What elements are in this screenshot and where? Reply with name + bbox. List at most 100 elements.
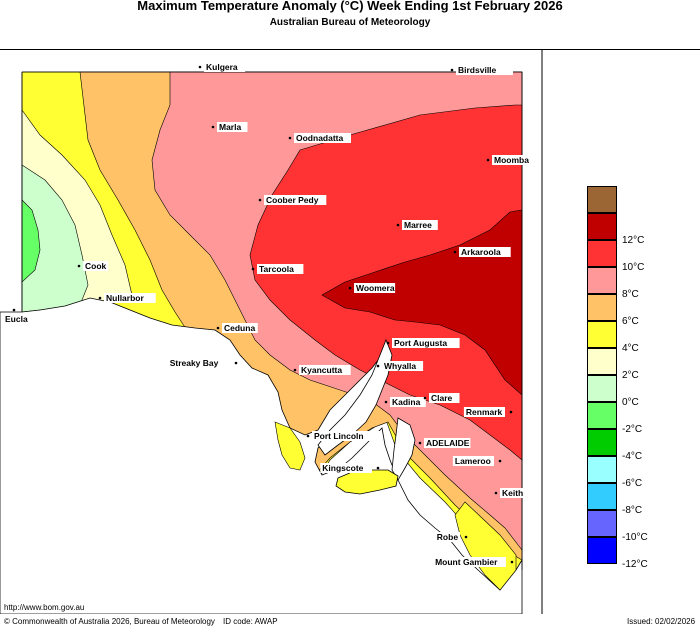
place-label: Tarcoola [259, 264, 294, 274]
legend-swatch [587, 213, 617, 240]
legend-swatch [587, 375, 617, 402]
place-marker [258, 198, 262, 202]
map-subtitle: Australian Bureau of Meteorology [269, 17, 431, 28]
place-label: Oodnadatta [296, 133, 343, 143]
place-label-bg [312, 431, 380, 441]
legend-label: -4°C [622, 451, 643, 462]
place-label-bg [452, 456, 494, 466]
place-layer: Kulgera Birdsville Marla Oodnadatta Moomba Co… [3, 62, 531, 567]
map-title: Maximum Temperature Anomaly (°C) Week En… [137, 0, 563, 13]
place-marker [293, 368, 297, 372]
legend-swatch [587, 294, 617, 321]
south-east-coast [454, 501, 517, 591]
place-label-bg [429, 393, 460, 403]
place-label-bg [463, 407, 505, 417]
place-label-bg [222, 323, 258, 333]
place-marker [234, 361, 238, 365]
place-label-bg [390, 397, 426, 407]
place-label-bg [204, 62, 246, 72]
place-marker [498, 459, 502, 463]
place-marker [450, 68, 454, 72]
place-marker [251, 267, 255, 271]
place-label-bg [402, 220, 438, 230]
anomaly-map: Kulgera Birdsville Marla Oodnadatta Moomba Co… [0, 50, 700, 614]
legend-swatch [587, 510, 617, 537]
place-marker [12, 308, 16, 312]
place-label: Keith [502, 488, 523, 498]
place-label: Woomera [356, 283, 395, 293]
place-label-bg [500, 488, 531, 498]
place-label: Port Lincoln [314, 431, 364, 441]
legend-swatch [587, 186, 617, 213]
place-label-bg [433, 557, 506, 567]
place-marker [216, 326, 220, 330]
place-label: Marla [219, 122, 241, 132]
legend-swatch [587, 402, 617, 429]
legend-swatch [587, 537, 617, 564]
place-label: Eucla [5, 314, 28, 324]
place-label-bg [3, 314, 34, 324]
place-label-bg [492, 155, 528, 165]
place-label: Coober Pedy [266, 195, 319, 205]
legend-label: 0°C [622, 397, 639, 408]
legend-swatch [587, 429, 617, 456]
eyre-peninsula-tip [274, 421, 306, 471]
place-label-bg [294, 133, 351, 143]
place-marker [376, 466, 380, 470]
legend-swatch [587, 348, 617, 375]
legend-label: 12°C [622, 235, 645, 246]
place-label: Mount Gambier [435, 557, 498, 567]
place-label-bg [382, 361, 424, 371]
place-label: ADELAIDE [426, 438, 470, 448]
legend-label: -2°C [622, 424, 643, 435]
place-marker [98, 296, 102, 300]
place-label-bg [456, 65, 513, 75]
place-label: Ceduna [224, 323, 255, 333]
place-marker [386, 341, 390, 345]
legend-swatch [587, 456, 617, 483]
place-label: Nullarbor [106, 293, 144, 303]
place-label-bg [217, 122, 248, 132]
place-marker [509, 410, 513, 414]
place-marker [348, 286, 352, 290]
place-label-bg [424, 438, 471, 448]
legend-label: 4°C [622, 343, 639, 354]
legend-swatch [587, 240, 617, 267]
place-label: Whyalla [384, 361, 416, 371]
place-marker [211, 125, 215, 129]
place-label-bg [83, 261, 109, 271]
place-label-bg [392, 338, 460, 348]
place-marker [384, 400, 388, 404]
place-label: Kingscote [322, 463, 363, 473]
place-label: Kyancutta [301, 365, 342, 375]
legend-swatch [587, 267, 617, 294]
place-marker [494, 491, 498, 495]
place-marker [198, 65, 202, 69]
place-label: Lameroo [455, 456, 491, 466]
place-label: Kadina [392, 397, 421, 407]
spencer-gulf [317, 338, 393, 456]
place-label: Cook [85, 261, 107, 271]
map-frame: Kulgera Birdsville Marla Oodnadatta Moomba Co… [0, 49, 700, 614]
place-label-bg [459, 247, 511, 257]
legend-label: 10°C [622, 262, 645, 273]
place-marker [510, 560, 514, 564]
place-label: Robe [437, 532, 459, 542]
place-label-bg [257, 264, 304, 274]
footer-issued: Issued: 02/02/2026 [627, 617, 696, 626]
place-label: Kulgera [206, 62, 238, 72]
place-label-bg [264, 195, 327, 205]
place-label-bg [104, 293, 156, 303]
place-label: Arkaroola [461, 247, 501, 257]
legend-label: -12°C [622, 559, 648, 570]
place-marker [288, 136, 292, 140]
legend-label: 2°C [622, 370, 639, 381]
legend-label: -8°C [622, 505, 643, 516]
place-marker [376, 364, 380, 368]
place-label-bg [167, 358, 230, 368]
place-marker [418, 441, 422, 445]
footer-url[interactable]: http://www.bom.gov.au [4, 603, 85, 612]
footer-id-code: ID code: AWAP [223, 617, 278, 626]
place-label: Marree [404, 220, 432, 230]
legend-swatch [587, 483, 617, 510]
